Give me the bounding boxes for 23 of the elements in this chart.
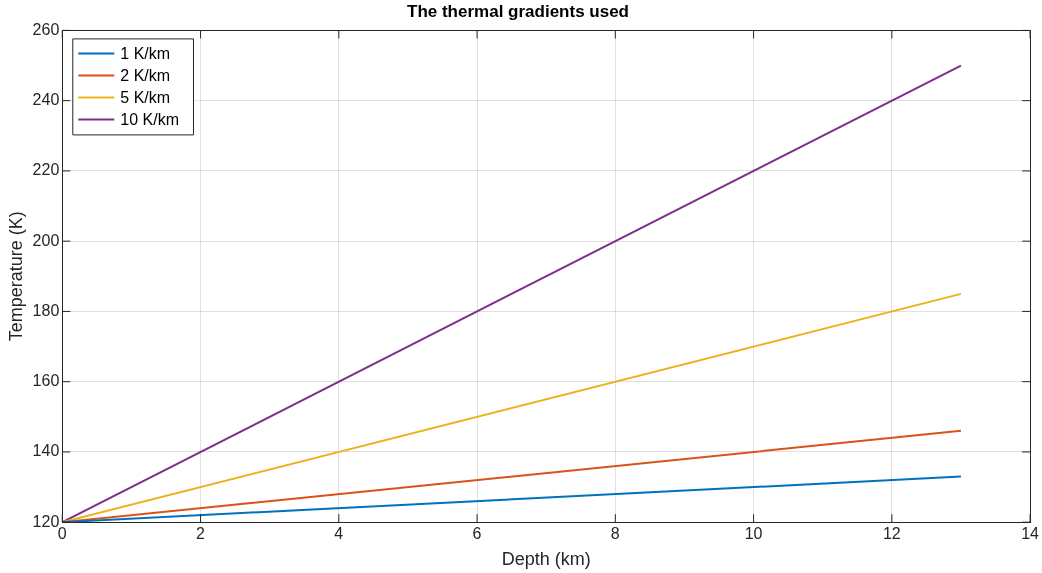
y-tick-label: 240 (32, 91, 60, 109)
x-tick-label: 4 (334, 525, 344, 543)
x-tick-label: 0 (57, 525, 67, 543)
legend-label: 5 K/km (120, 88, 171, 106)
y-tick-label: 120 (32, 512, 60, 530)
y-axis-title: Temperature (K) (5, 211, 26, 342)
x-axis-title: Depth (km) (501, 549, 591, 570)
y-tick-label: 200 (32, 231, 60, 249)
y-tick-label: 180 (32, 301, 60, 319)
x-tick-label: 8 (610, 525, 620, 543)
y-tick-label: 140 (32, 442, 60, 460)
chart-title: The thermal gradients used (407, 1, 629, 21)
legend-label: 1 K/km (120, 44, 171, 62)
x-tick-label: 6 (472, 525, 482, 543)
y-tick-label: 220 (32, 161, 60, 179)
x-tick-label: 10 (744, 525, 763, 543)
x-tick-label: 14 (1021, 525, 1040, 543)
y-tick-label: 160 (32, 372, 60, 390)
legend-label: 2 K/km (120, 66, 171, 84)
legend-label: 10 K/km (120, 110, 179, 128)
y-tick-label: 260 (32, 20, 60, 38)
x-tick-label: 2 (196, 525, 206, 543)
x-tick-label: 12 (882, 525, 901, 543)
